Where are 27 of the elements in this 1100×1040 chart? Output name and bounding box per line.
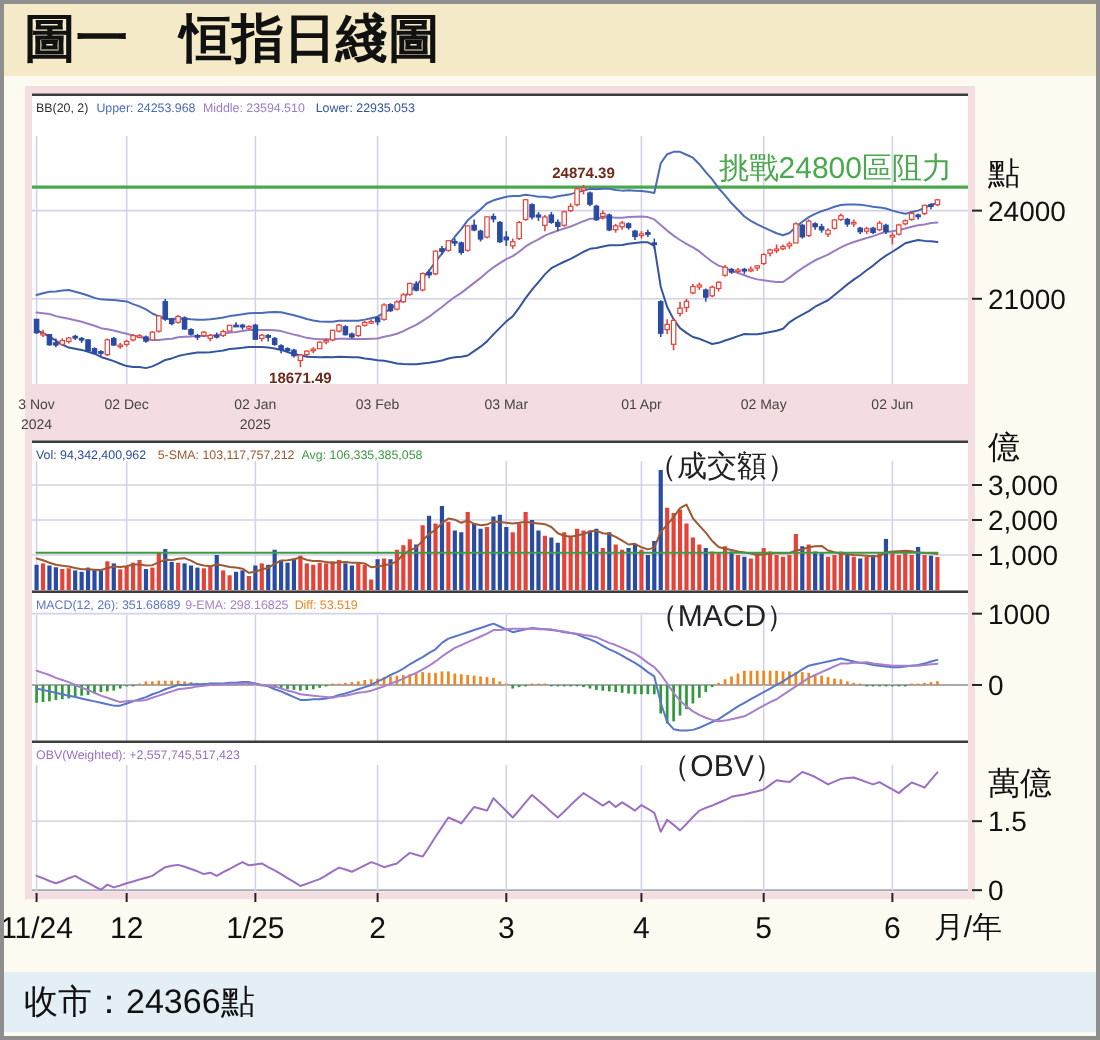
x-axis-title: 月/年 (933, 911, 1003, 945)
y-axis-title: 點 (986, 157, 1020, 192)
chart-title: （成交額） (647, 450, 797, 484)
x-tick-label: 3 (497, 911, 515, 945)
y-axis-title: 萬億 (988, 766, 1052, 803)
y-axis-title: 億 (988, 430, 1020, 466)
ref-line-label: 挑戰24800區阻力 (718, 152, 952, 187)
x-tick-label: 12 (109, 911, 144, 945)
y-tick-label: 2,000 (988, 504, 1059, 536)
x-tick-label: 5 (755, 911, 773, 945)
y-tick-label: 1.5 (988, 805, 1028, 838)
text: 收市：24366點 (24, 983, 255, 1021)
x-tick-label: 2 (369, 911, 386, 945)
y-tick-label: 3,000 (988, 469, 1059, 501)
x-tick-label: 4 (633, 911, 650, 945)
chart-title: 圖一 恒指日綫圖 (24, 10, 440, 70)
x-tick-label: 11/24 (0, 911, 74, 945)
y-tick-label: 1,000 (988, 539, 1059, 571)
y-tick-label: 0 (988, 874, 1004, 907)
chart-title: （OBV） (660, 750, 784, 784)
y-tick-label: 1000 (988, 597, 1051, 630)
y-tick-label: 24000 (988, 194, 1067, 227)
x-tick-label: 1/25 (226, 911, 285, 945)
y-tick-label: 0 (988, 668, 1004, 701)
x-tick-label: 6 (884, 911, 901, 945)
y-tick-label: 21000 (988, 282, 1067, 315)
chart-title: （MACD） (647, 600, 797, 634)
